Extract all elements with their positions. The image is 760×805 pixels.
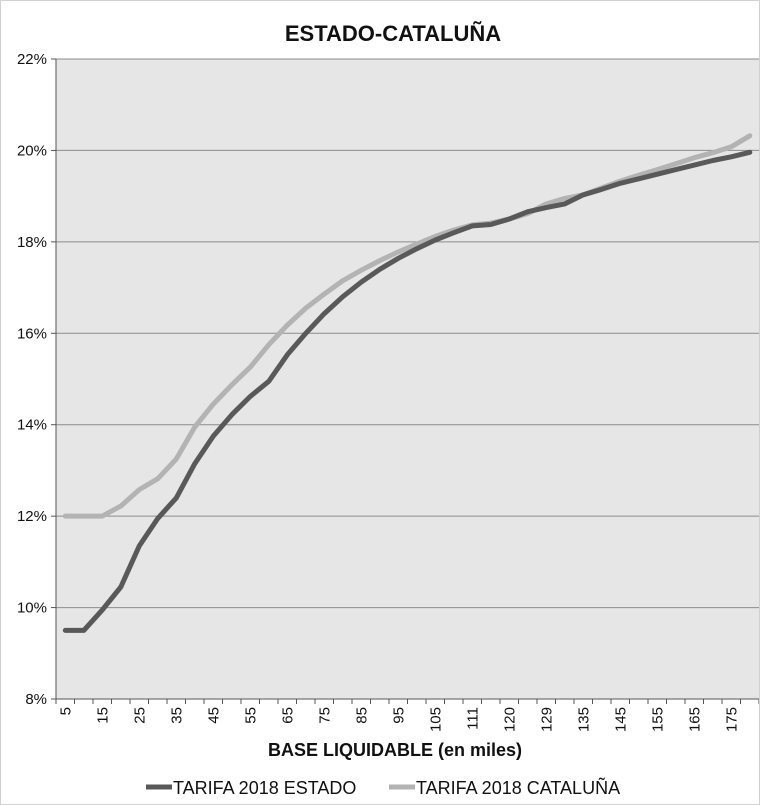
y-axis-ticks: 8% 10% 12% 14% 16% 18% 20% 22% bbox=[17, 51, 56, 708]
x-tick-label: 111 bbox=[464, 707, 481, 730]
legend-label: TARIFA 2018 ESTADO bbox=[173, 778, 356, 798]
y-tick-label: 20% bbox=[17, 142, 47, 159]
x-tick-label: 105 bbox=[427, 707, 444, 732]
x-tick-label: 5 bbox=[57, 707, 74, 715]
chart-title: ESTADO-CATALUÑA bbox=[285, 21, 501, 46]
x-tick-label: 155 bbox=[649, 707, 666, 732]
y-tick-label: 16% bbox=[17, 325, 47, 342]
x-tick-label: 145 bbox=[612, 707, 629, 732]
x-axis-ticks: 5 15 25 35 45 55 65 75 85 95 105 111 120 129 135 145 155… bbox=[55, 699, 759, 732]
y-tick-label: 10% bbox=[17, 600, 47, 617]
x-tick-label: 165 bbox=[686, 707, 703, 732]
y-tick-label: 8% bbox=[25, 691, 47, 708]
x-tick-label: 120 bbox=[501, 707, 518, 732]
y-tick-label: 18% bbox=[17, 234, 47, 251]
x-tick-label: 95 bbox=[390, 707, 407, 724]
x-tick-label: 15 bbox=[94, 707, 111, 724]
x-tick-label: 75 bbox=[316, 707, 333, 724]
series-line bbox=[62, 149, 753, 633]
x-tick-label: 85 bbox=[353, 707, 370, 724]
x-tick-label: 135 bbox=[575, 707, 592, 732]
x-tick-label: 45 bbox=[205, 707, 222, 724]
x-axis-title: BASE LIQUIDABLE (en miles) bbox=[268, 740, 522, 760]
legend-label: TARIFA 2018 CATALUÑA bbox=[416, 777, 620, 798]
plot-area bbox=[56, 59, 759, 699]
x-tick-label: 25 bbox=[131, 707, 148, 724]
y-tick-label: 14% bbox=[17, 417, 47, 434]
x-tick-label: 175 bbox=[723, 707, 740, 732]
x-tick-label: 129 bbox=[538, 707, 555, 732]
series-lines bbox=[62, 133, 753, 633]
x-tick-label: 65 bbox=[279, 707, 296, 724]
series-line bbox=[62, 133, 753, 519]
gridlines bbox=[56, 58, 759, 700]
x-tick-label: 35 bbox=[168, 707, 185, 724]
y-tick-label: 22% bbox=[17, 51, 47, 68]
legend: TARIFA 2018 ESTADO TARIFA 2018 CATALUÑA bbox=[146, 777, 620, 798]
x-tick-label: 55 bbox=[242, 707, 259, 724]
y-tick-label: 12% bbox=[17, 508, 47, 525]
